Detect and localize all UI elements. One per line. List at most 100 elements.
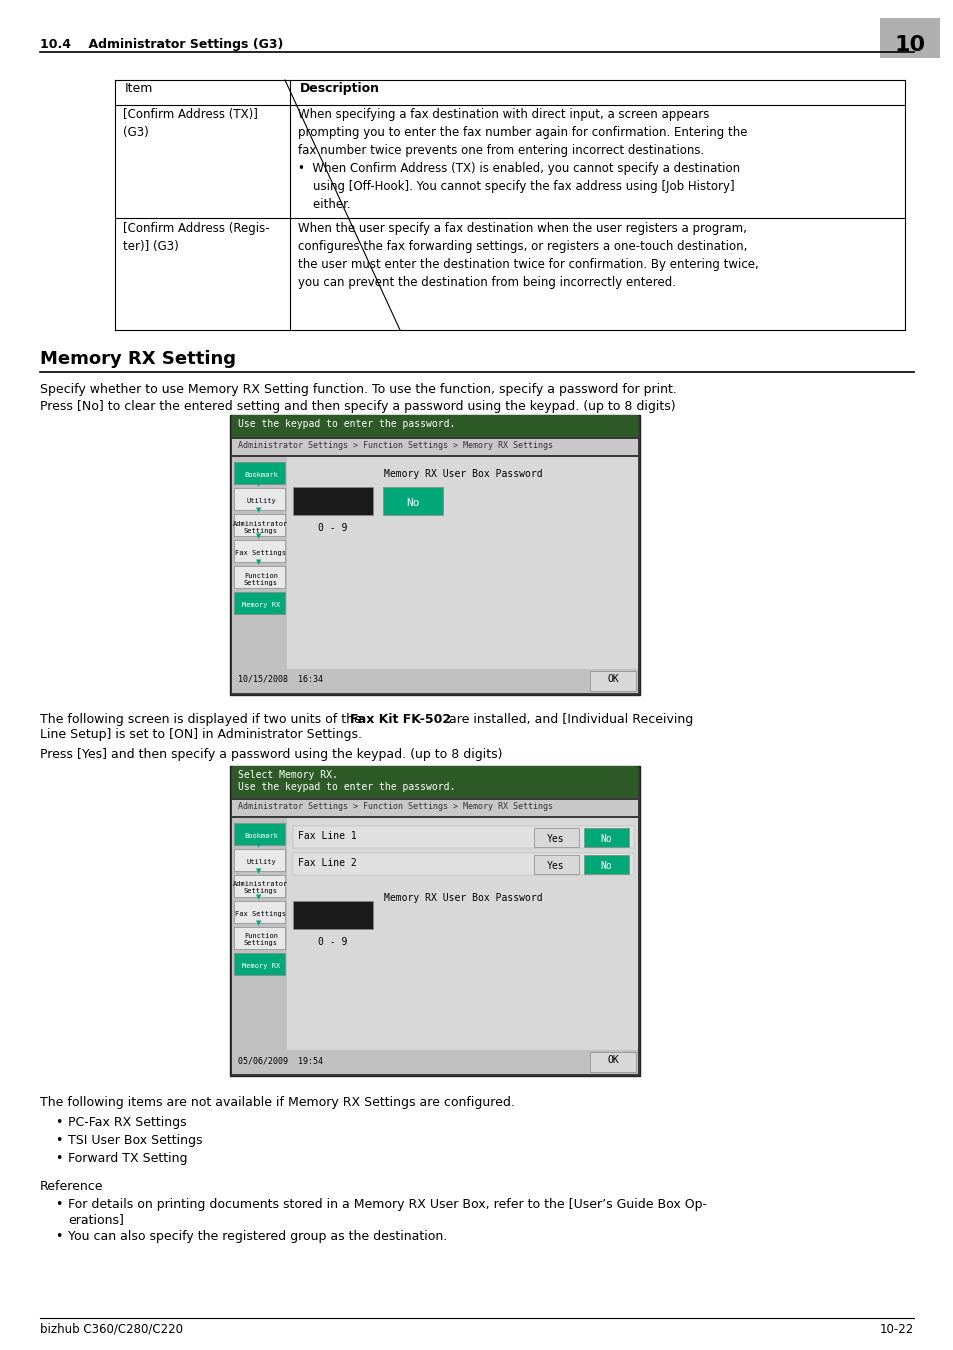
Text: Line Setup] is set to [ON] in Administrator Settings.: Line Setup] is set to [ON] in Administra…: [40, 728, 361, 741]
Text: Press [Yes] and then specify a password using the keypad. (up to 8 digits): Press [Yes] and then specify a password …: [40, 748, 502, 761]
Bar: [233, 540, 285, 562]
Text: ▼: ▼: [256, 481, 261, 487]
Text: Item: Item: [125, 82, 153, 94]
Bar: [232, 801, 638, 815]
Text: Reference: Reference: [40, 1180, 103, 1193]
Bar: [583, 828, 628, 846]
Text: Memory RX: Memory RX: [242, 602, 280, 608]
Text: 0 - 9: 0 - 9: [318, 937, 347, 946]
Text: ▼: ▼: [256, 868, 261, 873]
Bar: [233, 514, 285, 536]
Text: You can also specify the registered group as the destination.: You can also specify the registered grou…: [68, 1230, 447, 1243]
Bar: [232, 414, 638, 437]
Bar: [232, 765, 638, 798]
Text: ▼: ▼: [256, 508, 261, 513]
Bar: [233, 953, 285, 975]
Text: •: •: [55, 1152, 62, 1165]
Text: Memory RX User Box Password: Memory RX User Box Password: [383, 468, 541, 479]
Text: •: •: [55, 1116, 62, 1129]
Text: Function
Settings: Function Settings: [244, 572, 277, 586]
Bar: [293, 853, 634, 875]
Bar: [233, 824, 285, 845]
Text: [Confirm Address (TX)]
(G3): [Confirm Address (TX)] (G3): [123, 108, 257, 139]
Text: ▼: ▼: [256, 533, 261, 539]
Text: 05/06/2009  19:54: 05/06/2009 19:54: [237, 1056, 323, 1065]
Text: ▼: ▼: [256, 919, 261, 926]
Text: No: No: [599, 861, 611, 871]
Text: TSI User Box Settings: TSI User Box Settings: [68, 1134, 202, 1148]
Bar: [589, 1052, 636, 1072]
Text: OK: OK: [606, 1054, 618, 1065]
Text: ▼: ▼: [256, 842, 261, 848]
Text: 10: 10: [894, 35, 924, 55]
Text: bizhub C360/C280/C220: bizhub C360/C280/C220: [40, 1323, 183, 1336]
Text: When specifying a fax destination with direct input, a screen appears
prompting : When specifying a fax destination with d…: [297, 108, 747, 211]
Text: Forward TX Setting: Forward TX Setting: [68, 1152, 188, 1165]
Text: ▼: ▼: [256, 894, 261, 900]
Bar: [233, 875, 285, 896]
Text: Fax Settings: Fax Settings: [235, 549, 286, 556]
Bar: [293, 487, 373, 514]
Bar: [232, 670, 638, 693]
Text: OK: OK: [606, 674, 618, 684]
Text: Memory RX User Box Password: Memory RX User Box Password: [383, 892, 541, 903]
Text: Bookmark: Bookmark: [244, 472, 277, 478]
Bar: [382, 487, 442, 514]
Text: No: No: [599, 834, 611, 844]
Text: Yes: Yes: [547, 834, 564, 844]
Text: •: •: [55, 1197, 62, 1211]
Bar: [233, 593, 285, 614]
Bar: [233, 487, 285, 510]
Bar: [293, 900, 373, 929]
Bar: [589, 671, 636, 691]
Bar: [232, 1050, 638, 1075]
Text: PC-Fax RX Settings: PC-Fax RX Settings: [68, 1116, 187, 1129]
Text: Fax Settings: Fax Settings: [235, 911, 286, 917]
Bar: [233, 462, 285, 485]
Text: Administrator Settings > Function Settings > Memory RX Settings: Administrator Settings > Function Settin…: [237, 441, 553, 450]
Text: When the user specify a fax destination when the user registers a program,
confi: When the user specify a fax destination …: [297, 221, 758, 289]
Text: •: •: [55, 1230, 62, 1243]
Text: Administrator
Settings: Administrator Settings: [233, 521, 289, 533]
Text: The following items are not available if Memory RX Settings are configured.: The following items are not available if…: [40, 1096, 515, 1108]
Text: Administrator
Settings: Administrator Settings: [233, 882, 289, 895]
Bar: [233, 849, 285, 871]
Text: Fax Line 1: Fax Line 1: [297, 832, 356, 841]
Text: Memory RX Setting: Memory RX Setting: [40, 350, 235, 369]
Text: 10.4    Administrator Settings (G3): 10.4 Administrator Settings (G3): [40, 38, 283, 51]
Text: Memory RX: Memory RX: [242, 963, 280, 969]
Text: Utility: Utility: [246, 498, 275, 504]
Bar: [232, 818, 287, 1050]
Text: Administrator Settings > Function Settings > Memory RX Settings: Administrator Settings > Function Settin…: [237, 802, 553, 811]
Text: Yes: Yes: [547, 861, 564, 871]
Bar: [583, 855, 628, 873]
Text: No: No: [406, 498, 419, 508]
Text: [Confirm Address (Regis-
ter)] (G3): [Confirm Address (Regis- ter)] (G3): [123, 221, 270, 252]
Text: Fax Line 2: Fax Line 2: [297, 859, 356, 868]
Text: 10-22: 10-22: [879, 1323, 913, 1336]
Bar: [232, 439, 638, 455]
Text: Select Memory RX.: Select Memory RX.: [237, 769, 337, 780]
Bar: [534, 828, 578, 846]
Bar: [230, 414, 639, 695]
Text: Function
Settings: Function Settings: [244, 933, 277, 946]
Text: Press [No] to clear the entered setting and then specify a password using the ke: Press [No] to clear the entered setting …: [40, 400, 675, 413]
Text: For details on printing documents stored in a Memory RX User Box, refer to the [: For details on printing documents stored…: [68, 1197, 706, 1226]
Bar: [232, 818, 638, 1050]
Text: Fax Kit FK-502: Fax Kit FK-502: [350, 713, 451, 726]
Text: The following screen is displayed if two units of the: The following screen is displayed if two…: [40, 713, 365, 726]
Text: Use the keypad to enter the password.: Use the keypad to enter the password.: [237, 418, 455, 429]
Text: Description: Description: [299, 82, 379, 94]
Bar: [230, 765, 639, 1076]
Text: Specify whether to use Memory RX Setting function. To use the function, specify : Specify whether to use Memory RX Setting…: [40, 383, 677, 396]
Bar: [232, 458, 638, 670]
Bar: [534, 855, 578, 873]
Text: 0 - 9: 0 - 9: [318, 522, 347, 533]
Bar: [293, 826, 634, 848]
FancyBboxPatch shape: [879, 18, 939, 58]
Bar: [233, 566, 285, 589]
Text: Utility: Utility: [246, 859, 275, 865]
Bar: [233, 927, 285, 949]
Text: •: •: [55, 1134, 62, 1148]
Bar: [233, 900, 285, 923]
